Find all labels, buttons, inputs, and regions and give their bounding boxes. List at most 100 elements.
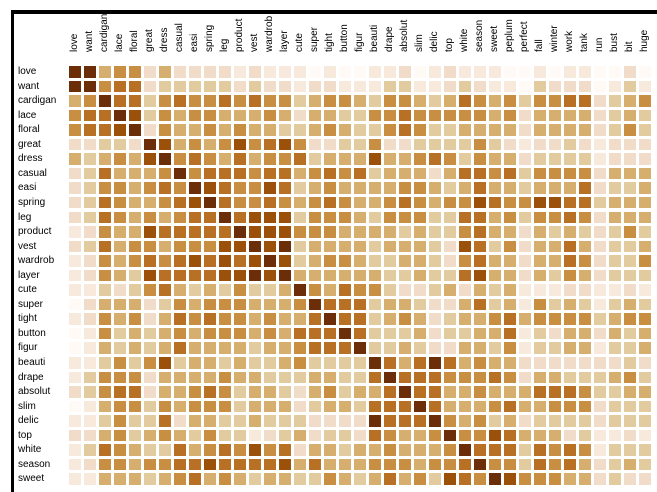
heatmap-cell bbox=[564, 153, 576, 165]
heatmap-cell bbox=[264, 211, 276, 223]
heatmap-cell bbox=[594, 80, 606, 93]
heatmap-cell bbox=[159, 167, 171, 180]
heatmap-cell bbox=[579, 95, 591, 107]
heatmap-cell bbox=[504, 429, 516, 442]
column-label: spring bbox=[204, 24, 215, 52]
heatmap-cell bbox=[459, 371, 471, 384]
heatmap-cell bbox=[384, 124, 396, 136]
heatmap-cell bbox=[129, 284, 141, 296]
heatmap-cell bbox=[639, 284, 651, 296]
heatmap-cell bbox=[294, 429, 306, 442]
heatmap-cell bbox=[594, 196, 606, 209]
heatmap-cell bbox=[444, 66, 456, 78]
heatmap-cell bbox=[129, 124, 141, 136]
column-label: winter bbox=[549, 25, 560, 52]
heatmap-cell bbox=[324, 357, 336, 369]
heatmap-cell bbox=[204, 95, 216, 107]
heatmap-cell bbox=[459, 80, 471, 93]
heatmap-cell bbox=[519, 313, 531, 325]
heatmap-cell bbox=[249, 255, 261, 267]
heatmap-cell bbox=[459, 473, 471, 485]
heatmap-cell bbox=[69, 313, 81, 325]
heatmap-cell bbox=[639, 196, 651, 209]
heatmap-cell bbox=[504, 313, 516, 325]
heatmap-cell bbox=[444, 415, 456, 427]
heatmap-cell bbox=[324, 386, 336, 398]
heatmap-cell bbox=[264, 400, 276, 413]
heatmap-cell bbox=[129, 386, 141, 398]
heatmap-cell bbox=[234, 357, 246, 369]
heatmap-cell bbox=[99, 80, 111, 93]
heatmap-cell bbox=[144, 400, 156, 413]
column-label: easi bbox=[189, 33, 200, 52]
heatmap-cell bbox=[69, 196, 81, 209]
heatmap-cell bbox=[354, 327, 366, 340]
heatmap-cell bbox=[444, 226, 456, 238]
heatmap-cell bbox=[414, 269, 426, 282]
heatmap-cell bbox=[189, 66, 201, 78]
heatmap-cell bbox=[69, 284, 81, 296]
row-label: want bbox=[18, 80, 40, 92]
heatmap-cell bbox=[174, 211, 186, 223]
heatmap-cell bbox=[459, 284, 471, 296]
heatmap-cell bbox=[234, 124, 246, 136]
heatmap-cell bbox=[414, 327, 426, 340]
heatmap-cell bbox=[429, 342, 441, 354]
heatmap-cell bbox=[414, 371, 426, 384]
heatmap-cell bbox=[114, 386, 126, 398]
heatmap-cell bbox=[174, 153, 186, 165]
heatmap-cell bbox=[399, 269, 411, 282]
heatmap-cell bbox=[189, 298, 201, 311]
heatmap-cell bbox=[564, 167, 576, 180]
heatmap-cell bbox=[264, 458, 276, 471]
column-label: white bbox=[459, 28, 470, 52]
heatmap-cell bbox=[429, 429, 441, 442]
heatmap-cell bbox=[144, 313, 156, 325]
heatmap-cell bbox=[249, 240, 261, 253]
heatmap-cell bbox=[69, 444, 81, 456]
heatmap-cell bbox=[114, 371, 126, 384]
heatmap-cell bbox=[504, 138, 516, 151]
heatmap-cell bbox=[309, 124, 321, 136]
heatmap-cell bbox=[609, 109, 621, 122]
heatmap-cell bbox=[369, 153, 381, 165]
frame-left-border bbox=[11, 10, 14, 492]
heatmap-cell bbox=[594, 371, 606, 384]
heatmap-cell bbox=[129, 66, 141, 78]
heatmap-cell bbox=[474, 313, 486, 325]
heatmap-cell bbox=[399, 429, 411, 442]
heatmap-cell bbox=[159, 269, 171, 282]
heatmap-cell bbox=[99, 240, 111, 253]
heatmap-cell bbox=[234, 269, 246, 282]
heatmap-cell bbox=[414, 153, 426, 165]
heatmap-cell bbox=[114, 313, 126, 325]
heatmap-cell bbox=[294, 196, 306, 209]
heatmap-cell bbox=[519, 415, 531, 427]
heatmap-cell bbox=[414, 196, 426, 209]
heatmap-cell bbox=[324, 95, 336, 107]
heatmap-cell bbox=[309, 153, 321, 165]
heatmap-cell bbox=[639, 400, 651, 413]
heatmap-cell bbox=[594, 95, 606, 107]
heatmap-cell bbox=[264, 255, 276, 267]
heatmap-cell bbox=[534, 400, 546, 413]
heatmap-cell bbox=[444, 153, 456, 165]
heatmap-cell bbox=[99, 327, 111, 340]
heatmap-cell bbox=[444, 386, 456, 398]
heatmap-cell bbox=[429, 211, 441, 223]
heatmap-cell bbox=[204, 444, 216, 456]
heatmap-cell bbox=[639, 429, 651, 442]
heatmap-cell bbox=[549, 182, 561, 194]
heatmap-cell bbox=[429, 473, 441, 485]
heatmap-cell bbox=[384, 429, 396, 442]
heatmap-cell bbox=[294, 80, 306, 93]
heatmap-cell bbox=[549, 80, 561, 93]
heatmap-cell bbox=[249, 313, 261, 325]
heatmap-cell bbox=[369, 458, 381, 471]
row-label: cardigan bbox=[18, 95, 57, 107]
heatmap-cell bbox=[114, 473, 126, 485]
heatmap-cell bbox=[234, 167, 246, 180]
heatmap-cell bbox=[279, 109, 291, 122]
heatmap-cell bbox=[549, 153, 561, 165]
heatmap-cell bbox=[309, 298, 321, 311]
